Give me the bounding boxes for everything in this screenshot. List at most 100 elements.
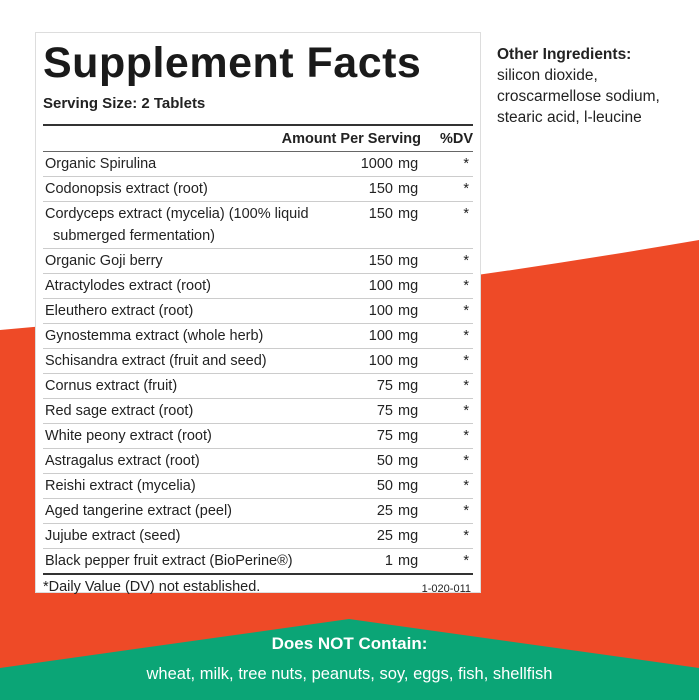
other-ingredients-line: silicon dioxide,: [497, 67, 598, 84]
ingredient-row: White peony extract (root) 75 mg *: [43, 424, 473, 449]
ingredient-amount: 1: [384, 553, 393, 569]
ingredient-amount: 150: [368, 206, 393, 222]
ingredient-name-text: Schisandra extract (fruit and seed): [45, 353, 267, 369]
ingredient-amount: 1000: [360, 156, 393, 172]
ingredient-row: Jujube extract (seed) 25 mg *: [43, 524, 473, 549]
panel-title: Supplement Facts: [43, 39, 422, 87]
ingredient-dv: *: [463, 328, 469, 344]
ingredient-dv: *: [463, 303, 469, 319]
ingredient-amount: 150: [368, 181, 393, 197]
ingredient-unit: mg: [398, 503, 419, 519]
ingredient-name-text: Jujube extract (seed): [45, 528, 181, 544]
ingredient-row: Gynostemma extract (whole herb) 100 mg *: [43, 324, 473, 349]
ingredient-unit: mg: [398, 553, 419, 569]
does-not-contain-heading: Does NOT Contain:: [271, 634, 428, 653]
ingredient-name: Black pepper fruit extract (BioPerine®): [43, 550, 343, 572]
other-ingredients-heading: Other Ingredients:: [497, 46, 632, 63]
ingredient-amount: 150: [368, 253, 393, 269]
ingredient-dv: *: [463, 278, 469, 294]
ingredient-dv: *: [463, 206, 469, 222]
ingredient-name-text: Astragalus extract (root): [45, 453, 200, 469]
ingredient-dv: *: [463, 353, 469, 369]
table-header: Amount Per Serving %DV: [43, 124, 473, 152]
dv-header: %DV: [439, 130, 473, 147]
ingredient-name-text: White peony extract (root): [45, 428, 212, 444]
ingredient-unit: mg: [398, 328, 419, 344]
ingredient-name-text: Black pepper fruit extract (BioPerine®): [45, 553, 293, 569]
ingredient-row: Astragalus extract (root) 50 mg *: [43, 449, 473, 474]
ingredient-amount: 100: [368, 278, 393, 294]
serving-size: Serving Size: 2 Tablets: [43, 95, 206, 112]
ingredient-unit: mg: [398, 478, 419, 494]
ingredient-unit: mg: [398, 156, 419, 172]
footnote: *Daily Value (DV) not established.: [43, 579, 261, 595]
ingredient-dv: *: [463, 453, 469, 469]
ingredient-name-text: Reishi extract (mycelia): [45, 478, 196, 494]
ingredient-dv: *: [463, 253, 469, 269]
ingredient-dv: *: [463, 403, 469, 419]
ingredient-amount: 25: [376, 528, 393, 544]
ingredient-name: Red sage extract (root): [43, 400, 343, 422]
ingredient-name: Cornus extract (fruit): [43, 375, 343, 397]
ingredient-row: Schisandra extract (fruit and seed) 100 mg…: [43, 349, 473, 374]
ingredient-row: Red sage extract (root) 75 mg *: [43, 399, 473, 424]
ingredient-name: Organic Spirulina: [43, 153, 343, 175]
ingredient-row: Eleuthero extract (root) 100 mg *: [43, 299, 473, 324]
ingredient-dv: *: [463, 181, 469, 197]
green-banner: [0, 619, 699, 700]
ingredient-name: Eleuthero extract (root): [43, 300, 343, 322]
ingredient-dv: *: [463, 156, 469, 172]
ingredient-amount: 75: [376, 378, 393, 394]
ingredient-name-text: Organic Spirulina: [45, 156, 157, 172]
ingredient-unit: mg: [398, 303, 419, 319]
does-not-contain-list: wheat, milk, tree nuts, peanuts, soy, eg…: [146, 665, 553, 683]
ingredient-name: Gynostemma extract (whole herb): [43, 325, 343, 347]
ingredient-amount: 50: [376, 478, 393, 494]
ingredient-unit: mg: [398, 403, 419, 419]
ingredient-name-text: Aged tangerine extract (peel): [45, 503, 232, 519]
ingredient-amount: 75: [376, 403, 393, 419]
ingredient-name: Astragalus extract (root): [43, 450, 343, 472]
ingredient-dv: *: [463, 528, 469, 544]
ingredient-name-text: Organic Goji berry: [45, 253, 163, 269]
ingredient-unit: mg: [398, 353, 419, 369]
other-ingredients-line: croscarmellose sodium,: [497, 88, 660, 105]
amount-header: Amount Per Serving: [281, 130, 421, 147]
ingredient-row: Cordyceps extract (mycelia) (100% liquid…: [43, 202, 473, 249]
ingredient-amount: 100: [368, 328, 393, 344]
other-ingredients-line: stearic acid, l-leucine: [497, 109, 642, 126]
ingredient-name-text: Atractylodes extract (root): [45, 278, 211, 294]
ingredient-row: Organic Goji berry 150 mg *: [43, 249, 473, 274]
ingredient-row: Organic Spirulina 1000 mg *: [43, 152, 473, 177]
ingredient-unit: mg: [398, 528, 419, 544]
ingredient-dv: *: [463, 478, 469, 494]
ingredient-name: Jujube extract (seed): [43, 525, 343, 547]
ingredient-row: Cornus extract (fruit) 75 mg *: [43, 374, 473, 399]
ingredient-name-text: Cordyceps extract (mycelia) (100% liquid: [45, 206, 309, 222]
ingredient-amount: 100: [368, 353, 393, 369]
ingredient-row: Codonopsis extract (root) 150 mg *: [43, 177, 473, 202]
ingredient-amount: 75: [376, 428, 393, 444]
ingredient-name-text: Red sage extract (root): [45, 403, 194, 419]
ingredient-amount: 25: [376, 503, 393, 519]
product-code: 1-020-011: [421, 583, 471, 595]
ingredient-name-text: Gynostemma extract (whole herb): [45, 328, 264, 344]
ingredient-name: Schisandra extract (fruit and seed): [43, 350, 343, 372]
ingredient-amount: 100: [368, 303, 393, 319]
ingredient-unit: mg: [398, 453, 419, 469]
ingredient-name: Codonopsis extract (root): [43, 178, 343, 200]
ingredient-row: Black pepper fruit extract (BioPerine®) 1…: [43, 549, 473, 575]
ingredient-name: White peony extract (root): [43, 425, 343, 447]
other-ingredients: Other Ingredients: silicon dioxide, cros…: [497, 44, 660, 128]
ingredient-name-text: Cornus extract (fruit): [45, 378, 178, 394]
ingredient-dv: *: [463, 553, 469, 569]
ingredient-unit: mg: [398, 206, 419, 222]
ingredient-name: Reishi extract (mycelia): [43, 475, 343, 497]
ingredient-unit: mg: [398, 253, 419, 269]
ingredient-name: Atractylodes extract (root): [43, 275, 343, 297]
ingredient-row: Aged tangerine extract (peel) 25 mg *: [43, 499, 473, 524]
ingredient-unit: mg: [398, 181, 419, 197]
ingredient-name-cont: submerged fermentation): [53, 228, 215, 244]
ingredient-dv: *: [463, 378, 469, 394]
ingredient-name: Aged tangerine extract (peel): [43, 500, 343, 522]
